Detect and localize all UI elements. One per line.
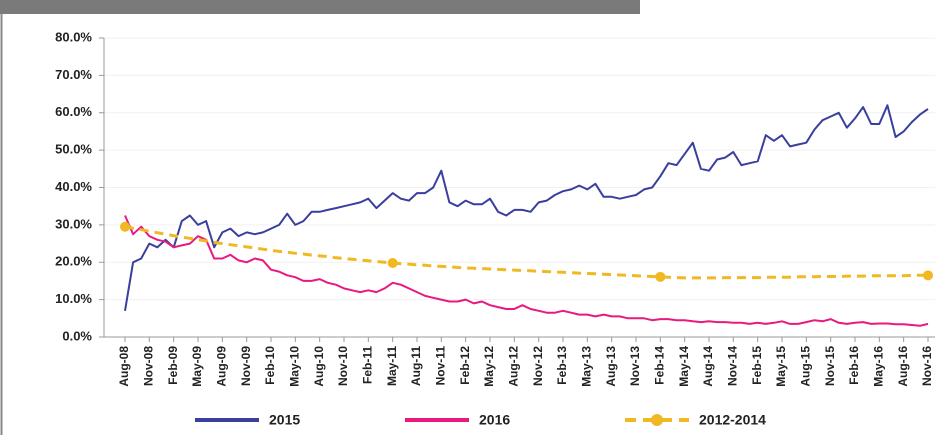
series-line: [124, 225, 928, 280]
x-tick-label: May-12: [482, 346, 496, 387]
x-tick-label: Nov-14: [726, 346, 740, 386]
series-marker: [387, 257, 398, 268]
x-tick-label: Feb-15: [750, 346, 764, 385]
x-tick-label: May-11: [385, 346, 399, 386]
series-marker: [923, 270, 933, 281]
x-tick-label: Aug-12: [507, 346, 521, 387]
header-bar: [0, 0, 640, 14]
x-tick-label: May-10: [288, 346, 302, 387]
series-marker: [655, 271, 666, 282]
x-tick-label: Nov-15: [823, 346, 837, 386]
x-tick-label: Aug-10: [312, 346, 326, 387]
x-tick-label: Nov-09: [239, 346, 253, 386]
x-tick-label: Nov-08: [142, 346, 156, 386]
legend-marker: [651, 414, 663, 426]
y-tick-label: 0.0%: [62, 328, 92, 343]
x-tick-label: Nov-16: [920, 346, 934, 386]
x-tick-label: Aug-15: [799, 346, 813, 387]
y-tick-label: 10.0%: [55, 291, 92, 306]
y-tick-label: 80.0%: [55, 29, 92, 44]
x-tick-label: Nov-12: [531, 346, 545, 386]
x-tick-label: May-13: [580, 346, 594, 387]
x-tick-label: Feb-11: [361, 346, 375, 384]
x-tick-label: Aug-11: [409, 346, 423, 386]
x-tick-label: Aug-09: [215, 346, 229, 387]
y-tick-label: 40.0%: [55, 179, 92, 194]
series-line: [124, 215, 929, 327]
x-tick-label: Feb-12: [458, 346, 472, 385]
x-tick-label: May-09: [190, 346, 204, 387]
legend-label: 2012-2014: [699, 412, 766, 428]
x-tick-label: May-14: [677, 346, 691, 387]
y-tick-label: 50.0%: [55, 142, 92, 157]
series-line: [124, 104, 929, 311]
x-tick-label: Nov-11: [434, 346, 448, 386]
legend-label: 2015: [269, 412, 300, 428]
x-tick-label: Aug-14: [701, 346, 715, 387]
y-tick-label: 60.0%: [55, 104, 92, 119]
legend-label: 2016: [479, 412, 510, 428]
x-tick-label: May-15: [774, 346, 788, 387]
x-tick-label: Feb-16: [847, 346, 861, 385]
y-tick-label: 20.0%: [55, 254, 92, 269]
series-marker: [120, 221, 130, 232]
x-tick-label: Aug-16: [896, 346, 910, 387]
x-tick-label: May-16: [872, 346, 886, 387]
x-tick-label: Aug-08: [117, 346, 131, 387]
x-tick-label: Aug-13: [604, 346, 618, 387]
x-tick-label: Feb-09: [166, 346, 180, 385]
y-tick-label: 30.0%: [55, 216, 92, 231]
x-tick-label: Feb-10: [263, 346, 277, 385]
y-tick-label: 70.0%: [55, 67, 92, 82]
x-tick-label: Nov-13: [628, 346, 642, 386]
x-tick-label: Feb-13: [555, 346, 569, 385]
x-tick-label: Feb-14: [653, 346, 667, 385]
x-tick-label: Nov-10: [336, 346, 350, 386]
